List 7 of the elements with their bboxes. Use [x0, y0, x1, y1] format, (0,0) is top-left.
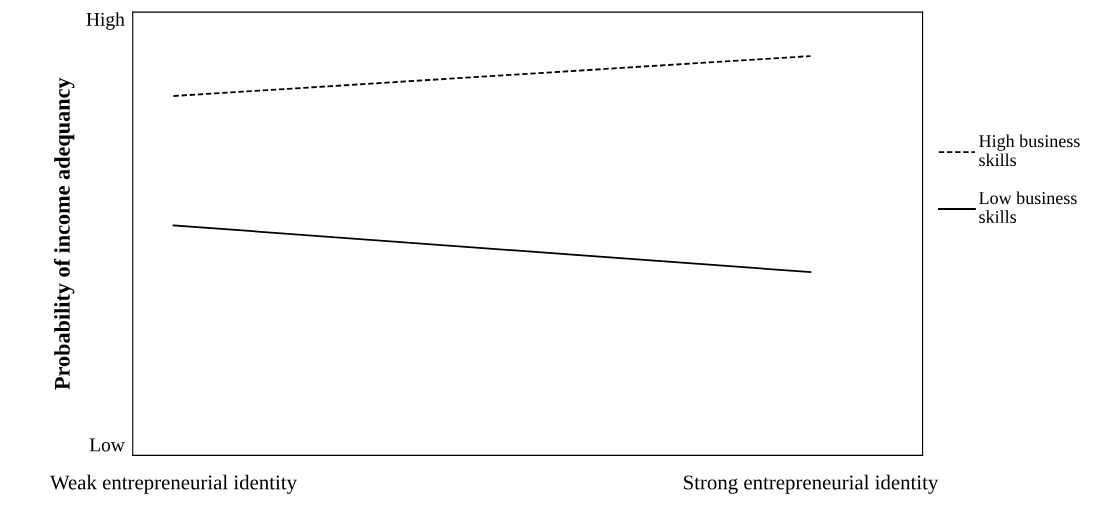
legend-label: Low business skills	[979, 191, 1077, 224]
text: High	[86, 12, 125, 30]
x-tick-label: Weak entrepreneurial identity	[49, 474, 297, 494]
text: Low	[89, 438, 125, 452]
x-tick-label: Strong entrepreneurial identity	[684, 474, 939, 494]
y-axis-title: Probability of income adequancy	[53, 77, 75, 390]
legend-label: High business skills	[979, 134, 1080, 167]
